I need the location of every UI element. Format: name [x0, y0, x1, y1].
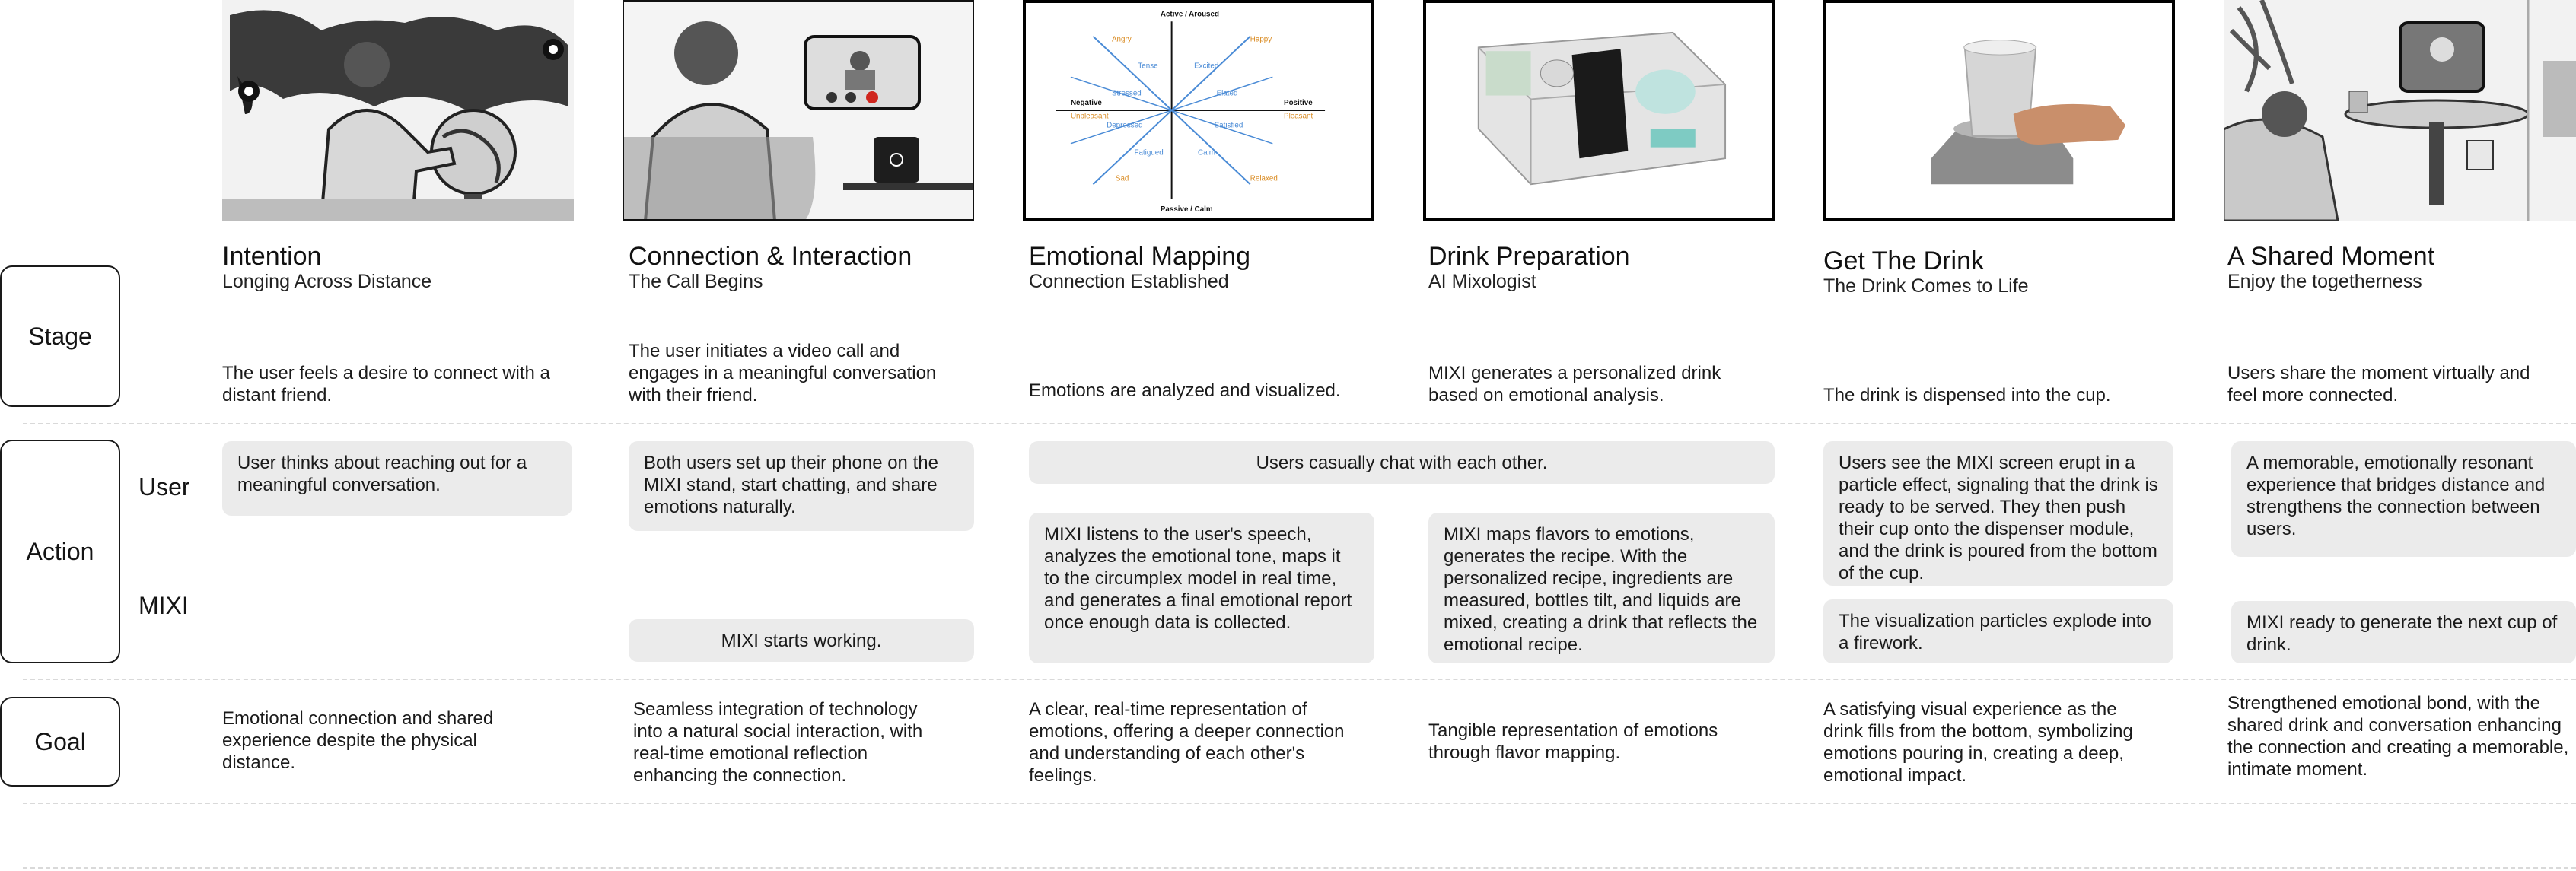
emotion-fatigued: Fatigued — [1134, 148, 1163, 157]
mixi-action-get-the-drink: The visualization particles explode into… — [1823, 599, 2173, 663]
stage-row-label: Stage — [0, 265, 120, 407]
user-action-shared-chat: Users casually chat with each other. — [1029, 441, 1775, 484]
goal-drink-preparation: Tangible representation of emotions thro… — [1428, 720, 1718, 763]
drink-dispenser-render — [1823, 0, 2175, 221]
emotion-satisfied: Satisfied — [1215, 121, 1243, 129]
axis-bottom-label: Passive / Calm — [1161, 205, 1213, 214]
emotion-happy: Happy — [1250, 36, 1272, 44]
divider-bottom — [23, 867, 2576, 869]
goal-row-label: Goal — [0, 697, 120, 787]
stage-subtitle-connection: The Call Begins — [629, 271, 763, 292]
emotion-sad: Sad — [1116, 174, 1129, 183]
mixi-device-render — [1423, 0, 1775, 221]
axis-right-label: Positive — [1284, 99, 1313, 107]
axis-left-label: Negative — [1071, 99, 1102, 107]
stage-description-intention: The user feels a desire to connect with … — [222, 363, 550, 405]
stage-title-drink-preparation: Drink Preparation — [1428, 242, 1630, 271]
stage-title-connection: Connection & Interaction — [629, 242, 912, 271]
mixi-lane-label: MIXI — [139, 592, 189, 619]
divider-goal-bottom — [23, 803, 2576, 804]
shared-moment-illustration — [2224, 0, 2576, 221]
intention-illustration — [222, 0, 574, 221]
emotion-tense: Tense — [1138, 62, 1157, 71]
mixi-action-emotional-mapping: MIXI listens to the user's speech, analy… — [1029, 513, 1374, 663]
stage-subtitle-intention: Longing Across Distance — [222, 271, 432, 292]
user-lane-label: User — [139, 473, 190, 501]
divider-stage-action — [23, 423, 2576, 424]
goal-connection: Seamless integration of technology into … — [633, 699, 923, 786]
goal-emotional-mapping: A clear, real-time representation of emo… — [1029, 699, 1345, 786]
user-action-intention: User thinks about reaching out for a mea… — [222, 441, 572, 516]
mixi-action-connection: MIXI starts working. — [629, 619, 974, 662]
divider-action-goal — [23, 679, 2576, 680]
emotion-excited: Excited — [1194, 62, 1218, 71]
emotion-elated: Elated — [1217, 90, 1238, 98]
stage-subtitle-emotional-mapping: Connection Established — [1029, 271, 1229, 292]
stage-subtitle-get-the-drink: The Drink Comes to Life — [1823, 275, 2029, 297]
stage-subtitle-shared-moment: Enjoy the togetherness — [2227, 271, 2422, 292]
video-call-illustration — [623, 0, 974, 221]
stage-title-intention: Intention — [222, 242, 322, 271]
user-action-shared-moment: A memorable, emotionally resonant experi… — [2231, 441, 2576, 557]
stage-description-connection: The user initiates a video call and enga… — [629, 341, 937, 405]
stage-title-shared-moment: A Shared Moment — [2227, 242, 2435, 271]
emotion-calm: Calm — [1198, 148, 1215, 157]
stage-title-get-the-drink: Get The Drink — [1823, 246, 1985, 275]
emotion-relaxed: Relaxed — [1250, 174, 1278, 183]
emotion-pleasant: Pleasant — [1284, 113, 1313, 121]
emotion-unpleasant: Unpleasant — [1071, 113, 1109, 121]
stage-description-get-the-drink: The drink is dispensed into the cup. — [1823, 385, 2111, 405]
stage-subtitle-drink-preparation: AI Mixologist — [1428, 271, 1536, 292]
stage-title-emotional-mapping: Emotional Mapping — [1029, 242, 1251, 271]
goal-intention: Emotional connection and shared experien… — [222, 708, 494, 773]
user-action-connection: Both users set up their phone on the MIX… — [629, 441, 974, 531]
emotion-stressed: Stressed — [1112, 90, 1142, 98]
emotion-angry: Angry — [1112, 36, 1132, 44]
circumplex-model-diagram: Active / Aroused Passive / Calm Negative… — [1023, 0, 1374, 221]
stage-description-emotional-mapping: Emotions are analyzed and visualized. — [1029, 380, 1341, 401]
stage-description-drink-preparation: MIXI generates a personalized drink base… — [1428, 363, 1721, 405]
user-action-get-the-drink: Users see the MIXI screen erupt in a par… — [1823, 441, 2173, 586]
stage-description-shared-moment: Users share the moment virtually and fee… — [2227, 363, 2530, 405]
mixi-action-shared-moment: MIXI ready to generate the next cup of d… — [2231, 601, 2576, 663]
mixi-action-drink-preparation: MIXI maps flavors to emotions, generates… — [1428, 513, 1775, 663]
goal-get-the-drink: A satisfying visual experience as the dr… — [1823, 699, 2133, 786]
goal-shared-moment: Strengthened emotional bond, with the sh… — [2227, 693, 2569, 780]
axis-top-label: Active / Aroused — [1161, 11, 1219, 19]
action-row-label: Action — [0, 440, 120, 663]
emotion-depressed: Depressed — [1107, 121, 1142, 129]
